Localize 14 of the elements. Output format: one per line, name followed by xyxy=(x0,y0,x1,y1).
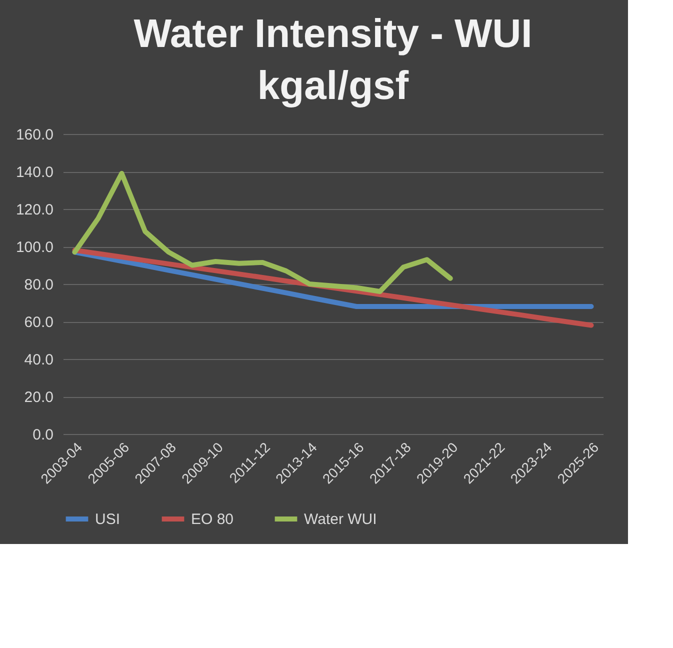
y-tick-label: 80.0 xyxy=(24,276,54,294)
y-tick-label: 60.0 xyxy=(24,314,54,331)
legend-label: USI xyxy=(95,511,120,528)
y-tick-label: 40.0 xyxy=(24,352,54,368)
legend-label: EO 80 xyxy=(191,511,234,528)
y-tick-label: 0.0 xyxy=(32,426,54,444)
text: kgal/gsf xyxy=(257,64,409,108)
y-tick-label: 100.0 xyxy=(16,239,54,256)
y-tick-label: 120.0 xyxy=(16,202,54,218)
legend-label: Water WUI xyxy=(304,511,377,528)
y-tick-label: 20.0 xyxy=(24,389,54,406)
text: Water Intensity - WUI xyxy=(134,12,532,56)
y-tick-label: 160.0 xyxy=(16,126,54,144)
y-tick-label: 140.0 xyxy=(16,164,54,181)
